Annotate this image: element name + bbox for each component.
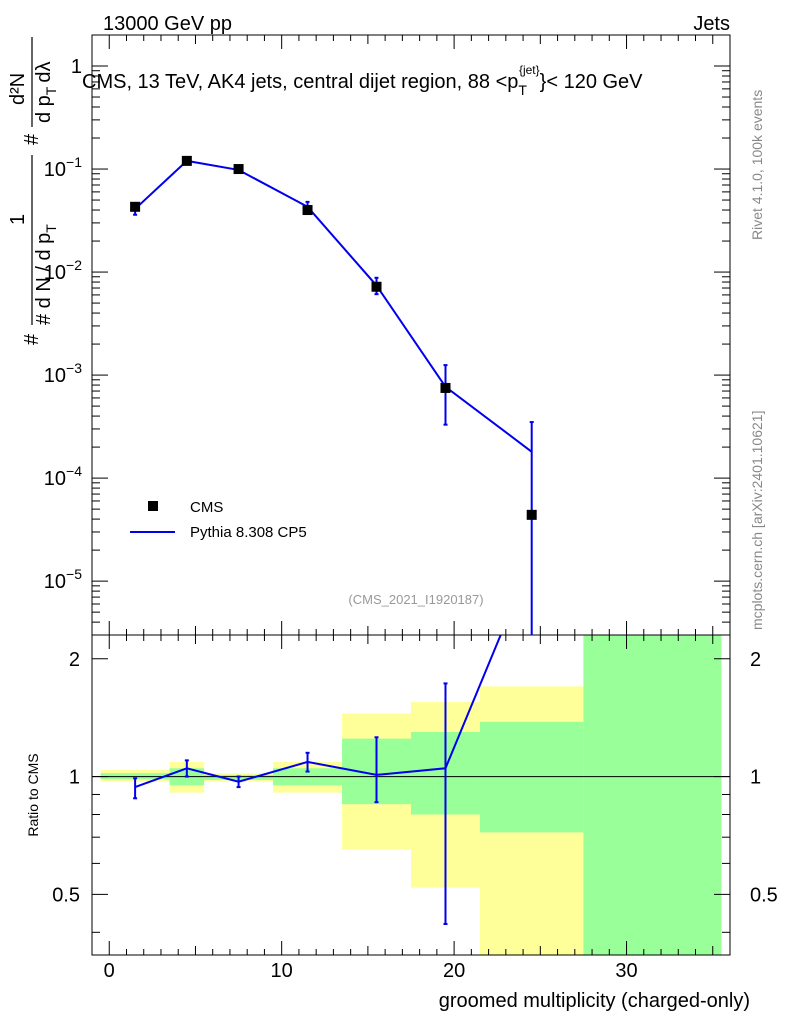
jets-label: Jets <box>693 13 730 35</box>
analysis-id: (CMS_2021_I1920187) <box>348 592 483 607</box>
ratio-panel-marks <box>133 634 502 926</box>
x-tick-label-20: 20 <box>443 960 465 982</box>
ratio-y-tick-label-left-2: 2 <box>69 649 80 671</box>
energy-beam-label: 13000 GeV pp <box>103 13 232 35</box>
legend-cms-label: CMS <box>190 499 223 516</box>
mc-line <box>134 159 533 453</box>
ylabel-den2: d pTdλ <box>33 62 59 124</box>
data-point-6 <box>526 509 537 520</box>
ratio-y-tick-label-left-1: 1 <box>69 767 80 789</box>
x-tick-label-0: 0 <box>104 960 115 982</box>
data-point-5 <box>440 382 451 393</box>
ratio-y-tick-label-right-0: 0.5 <box>750 884 778 906</box>
ylabel-hash-1: # <box>21 333 43 345</box>
legend-mc-label: Pythia 8.308 CP5 <box>190 524 307 541</box>
x-tick-label-10: 10 <box>271 960 293 982</box>
mcplots-label: mcplots.cern.ch [arXiv:2401.10621] <box>749 411 765 630</box>
title-sub: T <box>518 82 527 98</box>
ratio-y-tick-label-right-2: 2 <box>750 649 761 671</box>
ylabel-num2: d²N <box>7 73 29 105</box>
x-axis-label: groomed multiplicity (charged-only) <box>439 990 750 1012</box>
main-y-tick-label-4: 10−4 <box>44 463 82 490</box>
axis-ticks: 0 10 20 30 1 10−1 10−2 10−3 10−4 10−5 0.5 0.5 1 1 2 2 <box>44 34 778 982</box>
ratio-uncertainty-bands <box>100 635 722 955</box>
ylabel-num1: 1 <box>7 214 29 225</box>
data-point-1 <box>181 155 192 166</box>
title-sup: {jet} <box>519 63 540 77</box>
data-point-4 <box>371 281 382 292</box>
main-y-tick-label-1: 10−1 <box>44 154 82 181</box>
ratio-y-axis-label: Ratio to CMS <box>25 753 41 836</box>
main-y-tick-label-5: 10−5 <box>44 566 82 593</box>
ylabel-hash-2: # <box>21 133 43 145</box>
rivet-version-label: Rivet 4.1.0, 100k events <box>749 90 765 240</box>
legend-cms-marker <box>148 501 158 511</box>
main-panel-marks <box>130 155 537 635</box>
main-y-axis-label: # 1 # d N / d pT # d²N d pTdλ <box>7 37 59 345</box>
data-point-2 <box>233 164 244 175</box>
ratio-stat-band-6 <box>479 721 584 833</box>
ratio-y-tick-label-left-0: 0.5 <box>52 884 80 906</box>
main-y-tick-label-3: 10−3 <box>44 360 82 387</box>
chart-title: CMS, 13 TeV, AK4 jets, central dijet reg… <box>82 63 643 98</box>
main-y-tick-label-0: 1 <box>71 56 82 78</box>
ratio-y-tick-label-right-1: 1 <box>750 767 761 789</box>
ylabel-den1: # d N / d pT <box>33 224 59 325</box>
title-tail: }< 120 GeV <box>540 71 644 93</box>
ratio-stat-band-7 <box>583 635 722 955</box>
x-tick-label-30: 30 <box>615 960 637 982</box>
data-point-3 <box>302 205 313 216</box>
data-point-0 <box>130 201 141 212</box>
axes-frames <box>91 34 731 956</box>
ratio-panel-frame <box>91 634 731 956</box>
main-y-tick-label-2: 10−2 <box>44 257 82 284</box>
title-main: CMS, 13 TeV, AK4 jets, central dijet reg… <box>82 71 518 93</box>
